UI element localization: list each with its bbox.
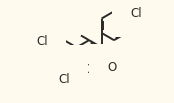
Text: Cl: Cl — [130, 7, 142, 20]
Text: Cl: Cl — [58, 73, 70, 86]
Text: O: O — [107, 61, 116, 74]
Text: O: O — [84, 63, 94, 75]
Text: Cl: Cl — [36, 35, 48, 49]
